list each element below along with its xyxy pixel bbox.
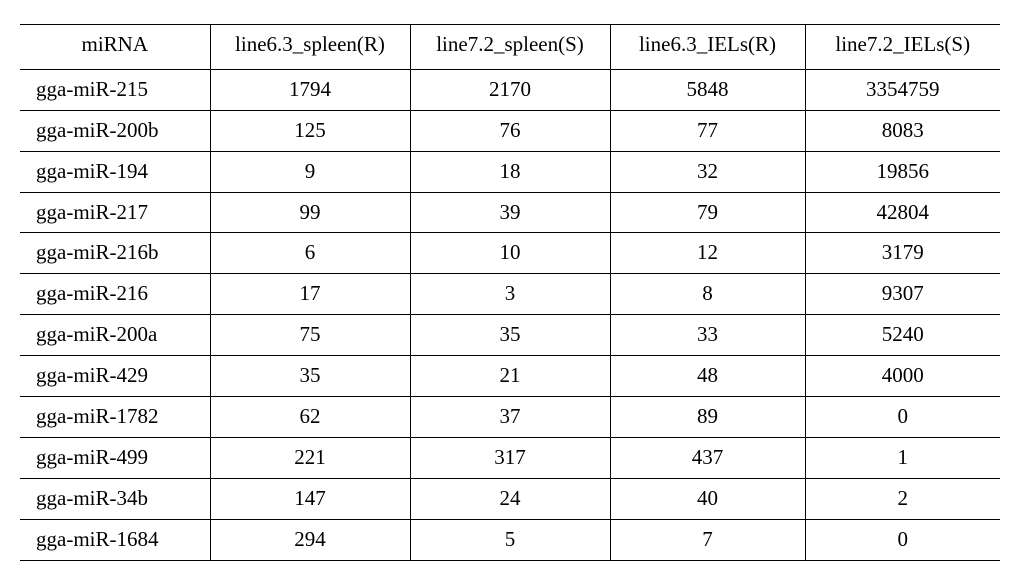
col-header-l63-sp: line6.3_spleen(R) xyxy=(210,25,410,70)
cell-value: 5848 xyxy=(610,69,805,110)
table-row: gga-miR-200b12576778083 xyxy=(20,110,1000,151)
cell-value: 42804 xyxy=(805,192,1000,233)
cell-value: 37 xyxy=(410,397,610,438)
cell-value: 62 xyxy=(210,397,410,438)
cell-value: 18 xyxy=(410,151,610,192)
cell-mirna: gga-miR-215 xyxy=(20,69,210,110)
cell-value: 221 xyxy=(210,437,410,478)
cell-mirna: gga-miR-200a xyxy=(20,315,210,356)
table-header-row: miRNA line6.3_spleen(R) line7.2_spleen(S… xyxy=(20,25,1000,70)
cell-value: 77 xyxy=(610,110,805,151)
cell-mirna: gga-miR-34b xyxy=(20,478,210,519)
cell-value: 19856 xyxy=(805,151,1000,192)
cell-value: 89 xyxy=(610,397,805,438)
cell-value: 3 xyxy=(410,274,610,315)
cell-value: 6 xyxy=(210,233,410,274)
table-row: gga-miR-4992213174371 xyxy=(20,437,1000,478)
cell-value: 147 xyxy=(210,478,410,519)
table-row: gga-miR-2151794217058483354759 xyxy=(20,69,1000,110)
cell-value: 33 xyxy=(610,315,805,356)
cell-value: 8083 xyxy=(805,110,1000,151)
cell-value: 5 xyxy=(410,519,610,560)
cell-value: 8 xyxy=(610,274,805,315)
mirna-table: miRNA line6.3_spleen(R) line7.2_spleen(S… xyxy=(20,24,1000,561)
col-header-l72-sp: line7.2_spleen(S) xyxy=(410,25,610,70)
table-row: gga-miR-1684294570 xyxy=(20,519,1000,560)
cell-value: 2170 xyxy=(410,69,610,110)
cell-value: 12 xyxy=(610,233,805,274)
cell-value: 125 xyxy=(210,110,410,151)
cell-mirna: gga-miR-216b xyxy=(20,233,210,274)
cell-value: 9 xyxy=(210,151,410,192)
cell-value: 17 xyxy=(210,274,410,315)
cell-value: 3179 xyxy=(805,233,1000,274)
col-header-mirna: miRNA xyxy=(20,25,210,70)
table-row: gga-miR-4293521484000 xyxy=(20,356,1000,397)
cell-value: 40 xyxy=(610,478,805,519)
cell-value: 0 xyxy=(805,519,1000,560)
cell-value: 79 xyxy=(610,192,805,233)
cell-value: 35 xyxy=(410,315,610,356)
table-row: gga-miR-216b610123179 xyxy=(20,233,1000,274)
cell-mirna: gga-miR-194 xyxy=(20,151,210,192)
cell-value: 75 xyxy=(210,315,410,356)
cell-value: 48 xyxy=(610,356,805,397)
cell-value: 9307 xyxy=(805,274,1000,315)
cell-value: 21 xyxy=(410,356,610,397)
cell-value: 4000 xyxy=(805,356,1000,397)
cell-value: 5240 xyxy=(805,315,1000,356)
cell-mirna: gga-miR-429 xyxy=(20,356,210,397)
cell-mirna: gga-miR-216 xyxy=(20,274,210,315)
cell-value: 1 xyxy=(805,437,1000,478)
table-row: gga-miR-17826237890 xyxy=(20,397,1000,438)
cell-value: 76 xyxy=(410,110,610,151)
cell-value: 317 xyxy=(410,437,610,478)
cell-value: 437 xyxy=(610,437,805,478)
cell-value: 39 xyxy=(410,192,610,233)
cell-mirna: gga-miR-499 xyxy=(20,437,210,478)
cell-value: 35 xyxy=(210,356,410,397)
cell-value: 294 xyxy=(210,519,410,560)
cell-value: 32 xyxy=(610,151,805,192)
cell-mirna: gga-miR-217 xyxy=(20,192,210,233)
table-body: gga-miR-2151794217058483354759gga-miR-20… xyxy=(20,69,1000,560)
table-row: gga-miR-200a7535335240 xyxy=(20,315,1000,356)
cell-value: 24 xyxy=(410,478,610,519)
cell-value: 0 xyxy=(805,397,1000,438)
cell-mirna: gga-miR-1782 xyxy=(20,397,210,438)
cell-mirna: gga-miR-200b xyxy=(20,110,210,151)
table-row: gga-miR-21617389307 xyxy=(20,274,1000,315)
table-row: gga-miR-1949183219856 xyxy=(20,151,1000,192)
table-row: gga-miR-21799397942804 xyxy=(20,192,1000,233)
cell-value: 10 xyxy=(410,233,610,274)
cell-value: 7 xyxy=(610,519,805,560)
cell-mirna: gga-miR-1684 xyxy=(20,519,210,560)
cell-value: 99 xyxy=(210,192,410,233)
cell-value: 1794 xyxy=(210,69,410,110)
col-header-l72-ie: line7.2_IELs(S) xyxy=(805,25,1000,70)
col-header-l63-ie: line6.3_IELs(R) xyxy=(610,25,805,70)
cell-value: 2 xyxy=(805,478,1000,519)
cell-value: 3354759 xyxy=(805,69,1000,110)
table-row: gga-miR-34b14724402 xyxy=(20,478,1000,519)
